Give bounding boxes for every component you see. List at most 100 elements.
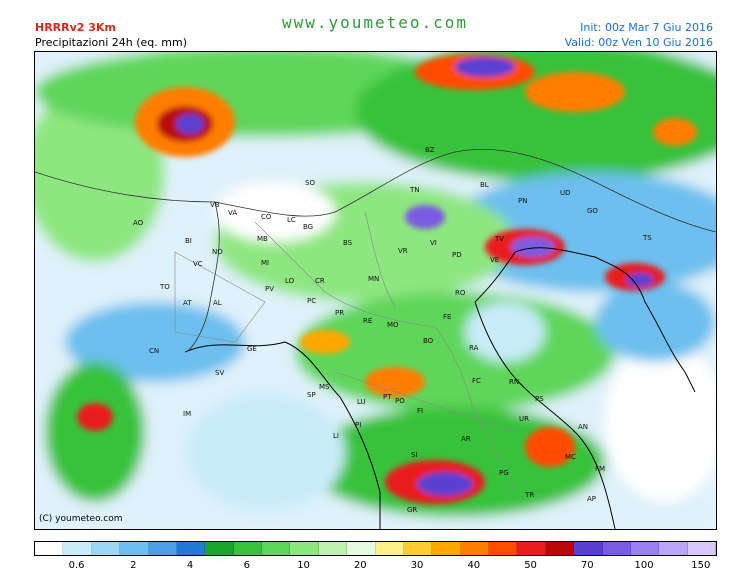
legend-swatch — [659, 542, 688, 555]
city-label: SV — [215, 369, 225, 377]
city-label: PT — [383, 393, 392, 401]
legend-swatch — [602, 542, 631, 555]
city-label: TR — [525, 491, 535, 499]
city-label: CO — [261, 213, 272, 221]
legend-swatch — [35, 542, 64, 555]
city-label: PR — [335, 309, 345, 317]
legend-swatch — [460, 542, 489, 555]
legend-label: 70 — [580, 560, 594, 571]
city-label: MO — [387, 321, 399, 329]
legend-swatch — [403, 542, 433, 555]
legend-swatch — [262, 542, 291, 555]
city-label: BL — [480, 181, 489, 189]
city-label: BZ — [425, 146, 435, 154]
city-label: SI — [411, 451, 418, 459]
legend-label: 40 — [467, 560, 481, 571]
city-label: RN — [509, 378, 520, 386]
legend-label: 2 — [130, 560, 137, 571]
city-label: PO — [395, 397, 405, 405]
legend-swatch — [63, 542, 92, 555]
city-label: RE — [363, 317, 373, 325]
copyright-notice: (C) youmeteo.com — [39, 514, 123, 524]
legend-swatch — [489, 542, 518, 555]
city-label: PN — [518, 197, 528, 205]
city-label: UR — [519, 415, 529, 423]
city-label: NO — [212, 248, 223, 256]
city-label: AP — [587, 495, 597, 503]
legend-swatch — [91, 542, 121, 555]
city-label: LI — [333, 432, 339, 440]
city-label: VB — [210, 201, 220, 209]
city-label: TS — [643, 234, 652, 242]
city-label: TO — [160, 283, 170, 291]
city-label: VR — [398, 247, 408, 255]
legend-label: 150 — [691, 560, 711, 571]
city-label: VC — [193, 260, 203, 268]
legend-swatch — [318, 542, 348, 555]
city-label: FI — [417, 407, 424, 415]
precipitation-map: BZ TN BL UD PN GO TS VB VA CO LC SO BG M… — [34, 51, 717, 530]
legend-swatch — [233, 542, 262, 555]
coastline — [184, 247, 696, 529]
city-label: MN — [368, 275, 380, 283]
city-label: FM — [595, 465, 606, 473]
city-label: UD — [560, 189, 571, 197]
init-time: Init: 00z Mar 7 Giu 2016 — [580, 21, 713, 34]
city-label: AR — [461, 435, 471, 443]
legend-swatch — [630, 542, 660, 555]
city-label: GO — [587, 207, 598, 215]
legend-swatch — [120, 542, 149, 555]
map-graphic — [35, 52, 716, 529]
city-label: LO — [285, 277, 295, 285]
city-label: FC — [472, 377, 481, 385]
city-label: MC — [565, 453, 576, 461]
city-label: SO — [305, 179, 315, 187]
city-label: GR — [407, 506, 418, 514]
city-label: VE — [490, 256, 500, 264]
city-label: PS — [535, 395, 544, 403]
city-label: AO — [133, 219, 144, 227]
city-label: MI — [261, 259, 270, 267]
city-label: MS — [319, 383, 330, 391]
city-label: BO — [423, 337, 434, 345]
product-label: Precipitazioni 24h (eq. mm) — [35, 36, 187, 49]
city-label: PC — [307, 297, 317, 305]
legend-label: 20 — [353, 560, 367, 571]
legend-swatch — [290, 542, 319, 555]
city-label: BI — [185, 237, 192, 245]
city-label: LU — [357, 398, 366, 406]
city-label: GE — [247, 345, 257, 353]
legend-label: 10 — [297, 560, 310, 571]
city-label: RA — [469, 344, 479, 352]
legend-label: 6 — [243, 560, 250, 571]
legend-swatch — [687, 542, 716, 555]
city-label: TN — [410, 186, 420, 194]
rain-cells — [77, 54, 697, 504]
site-url[interactable]: www.youmeteo.com — [281, 13, 469, 32]
city-label: SP — [307, 391, 316, 399]
city-label: AT — [183, 299, 192, 307]
city-label: AN — [578, 423, 589, 431]
legend-swatch — [574, 542, 603, 555]
legend-swatch — [432, 542, 461, 555]
city-label: RO — [455, 289, 466, 297]
legend-swatch — [545, 542, 575, 555]
city-label: VA — [228, 209, 238, 217]
city-label: IM — [183, 410, 192, 418]
legend-label: 50 — [524, 560, 537, 571]
legend-swatch — [347, 542, 376, 555]
city-label: PD — [452, 251, 462, 259]
borders — [35, 149, 716, 353]
city-label: AL — [213, 299, 222, 307]
city-label: PG — [499, 469, 509, 477]
model-label: HRRRv2 3Km — [35, 21, 116, 34]
legend-swatch — [205, 542, 234, 555]
regional-borders — [174, 211, 516, 493]
city-label: PI — [355, 421, 362, 429]
city-label: LC — [287, 216, 296, 224]
city-label: PV — [265, 285, 275, 293]
city-label: TV — [495, 235, 505, 243]
city-label: CN — [149, 347, 160, 355]
valid-time: Valid: 00z Ven 10 Giu 2016 — [564, 36, 713, 49]
legend-label: 0.6 — [68, 560, 85, 571]
